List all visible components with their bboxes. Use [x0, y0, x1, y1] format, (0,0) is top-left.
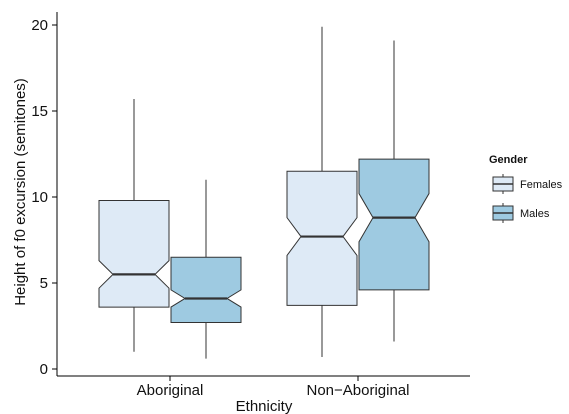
box-males-1 [358, 40, 430, 342]
box-body [358, 158, 430, 291]
y-tick-label: 15 [31, 103, 48, 120]
box-females-1 [286, 26, 358, 357]
legend-item-females: Females [492, 174, 563, 194]
x-axis-title: Ethnicity [236, 398, 293, 414]
y-tick-label: 5 [40, 275, 48, 292]
x-tick-label: Non−Aboriginal [307, 382, 410, 399]
boxplot-boxes [98, 26, 430, 359]
legend-label: Females [520, 179, 563, 191]
x-axis: Aboriginal Non−Aboriginal [57, 375, 470, 399]
legend-item-males: Males [492, 203, 550, 223]
y-tick-label: 10 [31, 189, 48, 206]
box-males-0 [170, 179, 242, 359]
x-tick-label: Aboriginal [137, 382, 204, 399]
y-tick-label: 20 [31, 17, 48, 34]
box-females-0 [98, 98, 170, 352]
legend-title: Gender [489, 154, 528, 166]
y-tick-label: 0 [40, 361, 48, 378]
legend-label: Males [520, 208, 550, 220]
y-axis: 0 5 10 15 20 [31, 12, 58, 378]
box-body [98, 199, 170, 308]
y-axis-title: Height of f0 excursion (semitones) [12, 78, 29, 306]
box-body [286, 170, 358, 306]
legend: Gender Females Males [489, 154, 563, 223]
box-body [170, 256, 242, 324]
